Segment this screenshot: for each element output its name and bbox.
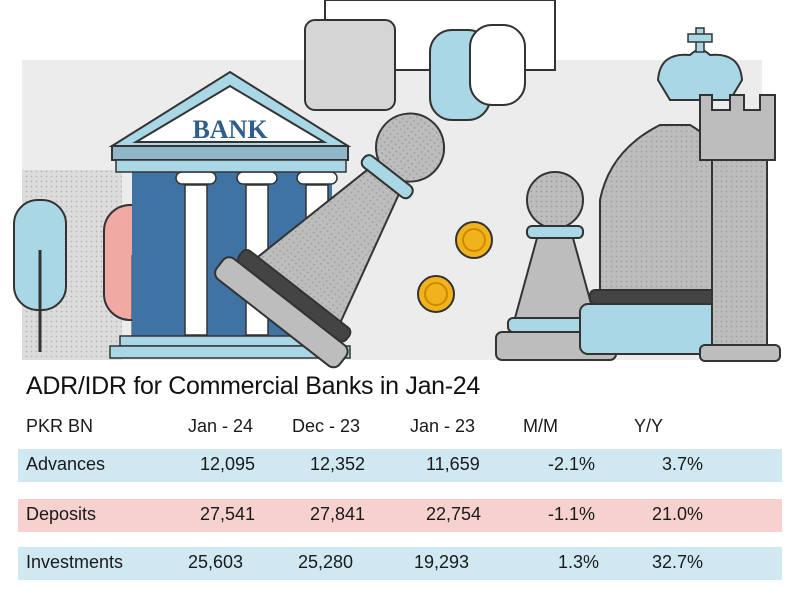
falling-pawn-icon	[214, 112, 446, 369]
bank-sign-text: BANK	[192, 115, 268, 144]
table-cell: 11,659	[426, 454, 480, 474]
column-header: PKR BN	[26, 416, 94, 436]
table-cell: 19,293	[414, 552, 470, 572]
header-row: PKR BN Jan - 24 Dec - 23 Jan - 23 M/M Y/…	[0, 416, 800, 440]
column-header: M/M	[523, 416, 558, 436]
row-label: Investments	[26, 552, 124, 572]
table-cell: 32.7%	[652, 552, 704, 572]
column-header: Jan - 24	[188, 416, 254, 436]
table-row-investments: Investments 25,603 25,280 19,293 1.3% 32…	[18, 547, 782, 580]
king-crown-icon	[656, 27, 744, 101]
bank-chess-illustration: BANK	[13, 0, 781, 369]
table-cell: 12,352	[310, 454, 366, 474]
table-title: ADR/IDR for Commercial Banks in Jan-24	[26, 372, 481, 400]
column-header: Jan - 23	[410, 416, 476, 436]
table-cell: 3.7%	[662, 454, 704, 474]
table-cell: -2.1%	[548, 454, 596, 474]
table-row-deposits: Deposits 27,541 27,841 22,754 -1.1% 21.0…	[18, 499, 782, 532]
row-label: Deposits	[26, 504, 97, 524]
tree-blue-icon	[13, 199, 67, 352]
adr-idr-table: ADR/IDR for Commercial Banks in Jan-24 P…	[0, 372, 800, 600]
table-cell: 25,280	[298, 552, 354, 572]
table-cell: 27,541	[200, 504, 256, 524]
rook-icon	[699, 94, 781, 362]
knight-icon	[579, 124, 753, 355]
table-cell: 27,841	[310, 504, 366, 524]
table-cell: 21.0%	[652, 504, 704, 524]
column-header: Dec - 23	[292, 416, 361, 436]
table-cell: 1.3%	[558, 552, 600, 572]
row-label: Advances	[26, 454, 106, 474]
table-cell: 12,095	[200, 454, 256, 474]
table-cell: 25,603	[188, 552, 244, 572]
table-cell: 22,754	[426, 504, 482, 524]
hand-icon	[304, 0, 556, 121]
coin-icon	[455, 221, 493, 259]
table-row-advances: Advances 12,095 12,352 11,659 -2.1% 3.7%	[18, 449, 782, 482]
column-header: Y/Y	[634, 416, 664, 436]
table-cell: -1.1%	[548, 504, 596, 524]
coin-icon	[417, 275, 455, 313]
